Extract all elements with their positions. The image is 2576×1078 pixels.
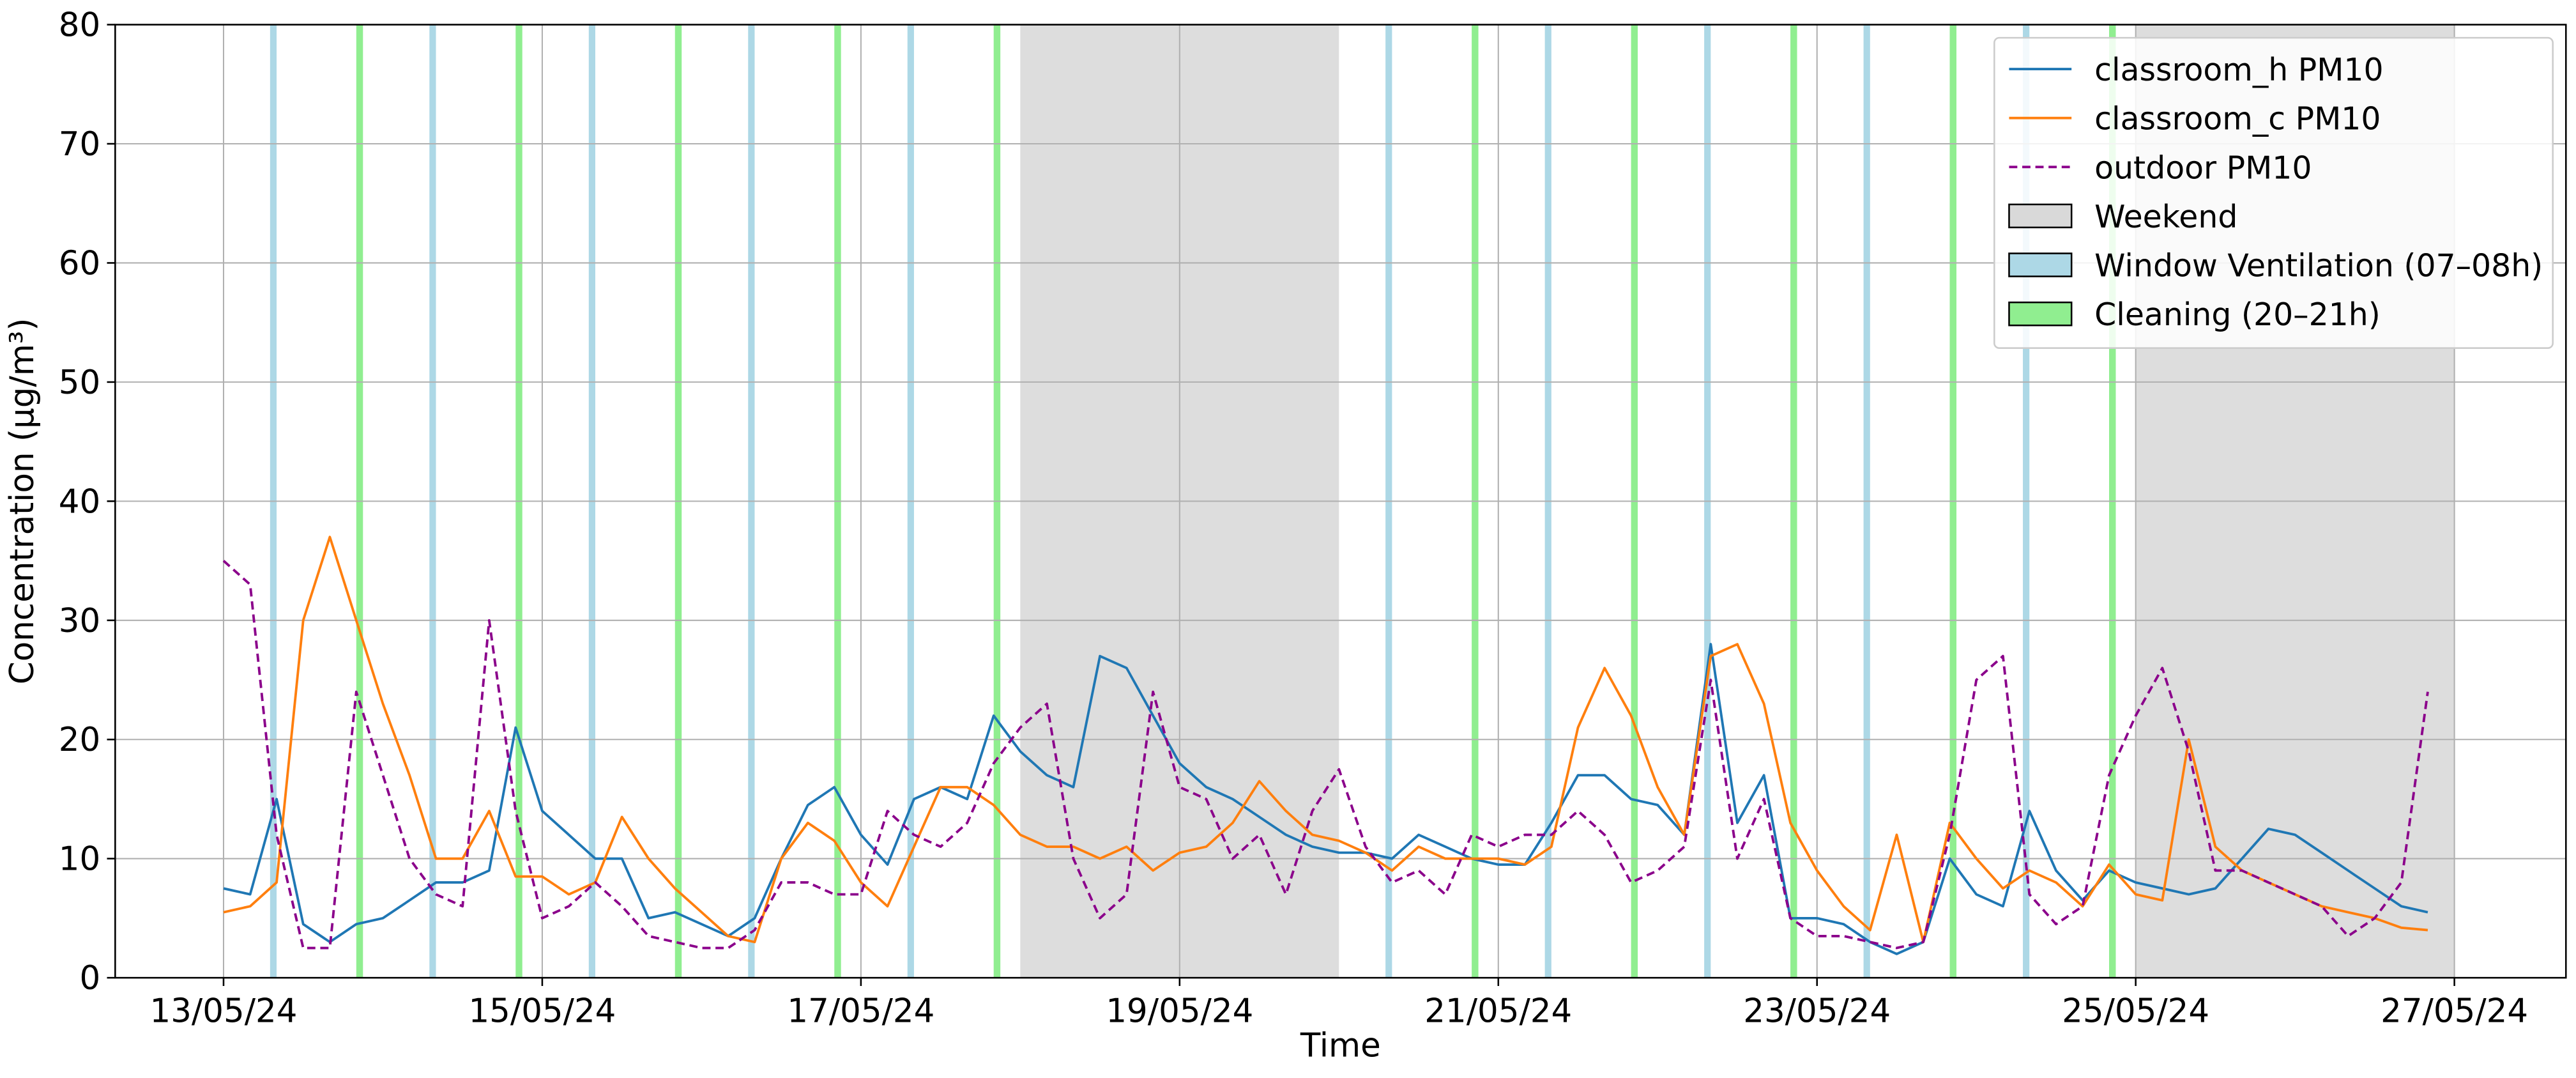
x-tick-label: 23/05/24 xyxy=(1743,992,1891,1031)
legend-swatch xyxy=(2008,252,2073,277)
lines xyxy=(222,535,2429,955)
legend-box xyxy=(1993,36,2554,349)
y-tick-label: 20 xyxy=(59,721,100,759)
y-tick-label: 40 xyxy=(59,482,100,521)
x-axis-label: Time xyxy=(1300,1027,1381,1065)
x-tick-label: 25/05/24 xyxy=(2062,992,2209,1031)
legend-label: outdoor PM10 xyxy=(2094,150,2312,186)
x-tick-label: 21/05/24 xyxy=(1424,992,1572,1031)
x-tick-label: 27/05/24 xyxy=(2381,992,2528,1031)
y-tick-label: 30 xyxy=(59,602,100,640)
y-tick-label: 60 xyxy=(59,244,100,282)
x-tick-label: 17/05/24 xyxy=(787,992,934,1031)
y-tick-label: 80 xyxy=(59,6,100,45)
y-tick-label: 70 xyxy=(59,125,100,164)
y-tick-label: 50 xyxy=(59,364,100,402)
y-tick-label: 0 xyxy=(79,959,100,997)
legend: classroom_h PM10 classroom_c PM10 outdoor … xyxy=(1993,36,2554,349)
series-line xyxy=(223,535,2428,944)
y-tick-label: 10 xyxy=(59,840,100,879)
legend-label: Cleaning (20–21h) xyxy=(2094,296,2381,333)
legend-swatch xyxy=(2008,203,2073,229)
x-tick-label: 13/05/24 xyxy=(150,992,298,1031)
ticks: 0 10 20 30 40 50 60 70 80 13/05/24 15/05/24 17/05/2… xyxy=(59,6,2528,1031)
y-axis-label: Concentration (µg/m³) xyxy=(3,318,42,685)
x-tick-label: 19/05/24 xyxy=(1106,992,1253,1031)
x-tick-label: 15/05/24 xyxy=(468,992,616,1031)
series-line xyxy=(222,560,2429,950)
legend-label: Window Ventilation (07–08h) xyxy=(2094,248,2543,284)
legend-label: classroom_h PM10 xyxy=(2094,52,2383,88)
legend-label: classroom_c PM10 xyxy=(2094,101,2381,137)
legend-swatch xyxy=(2008,301,2073,327)
series-line xyxy=(223,643,2428,955)
legend-label: Weekend xyxy=(2094,199,2237,235)
